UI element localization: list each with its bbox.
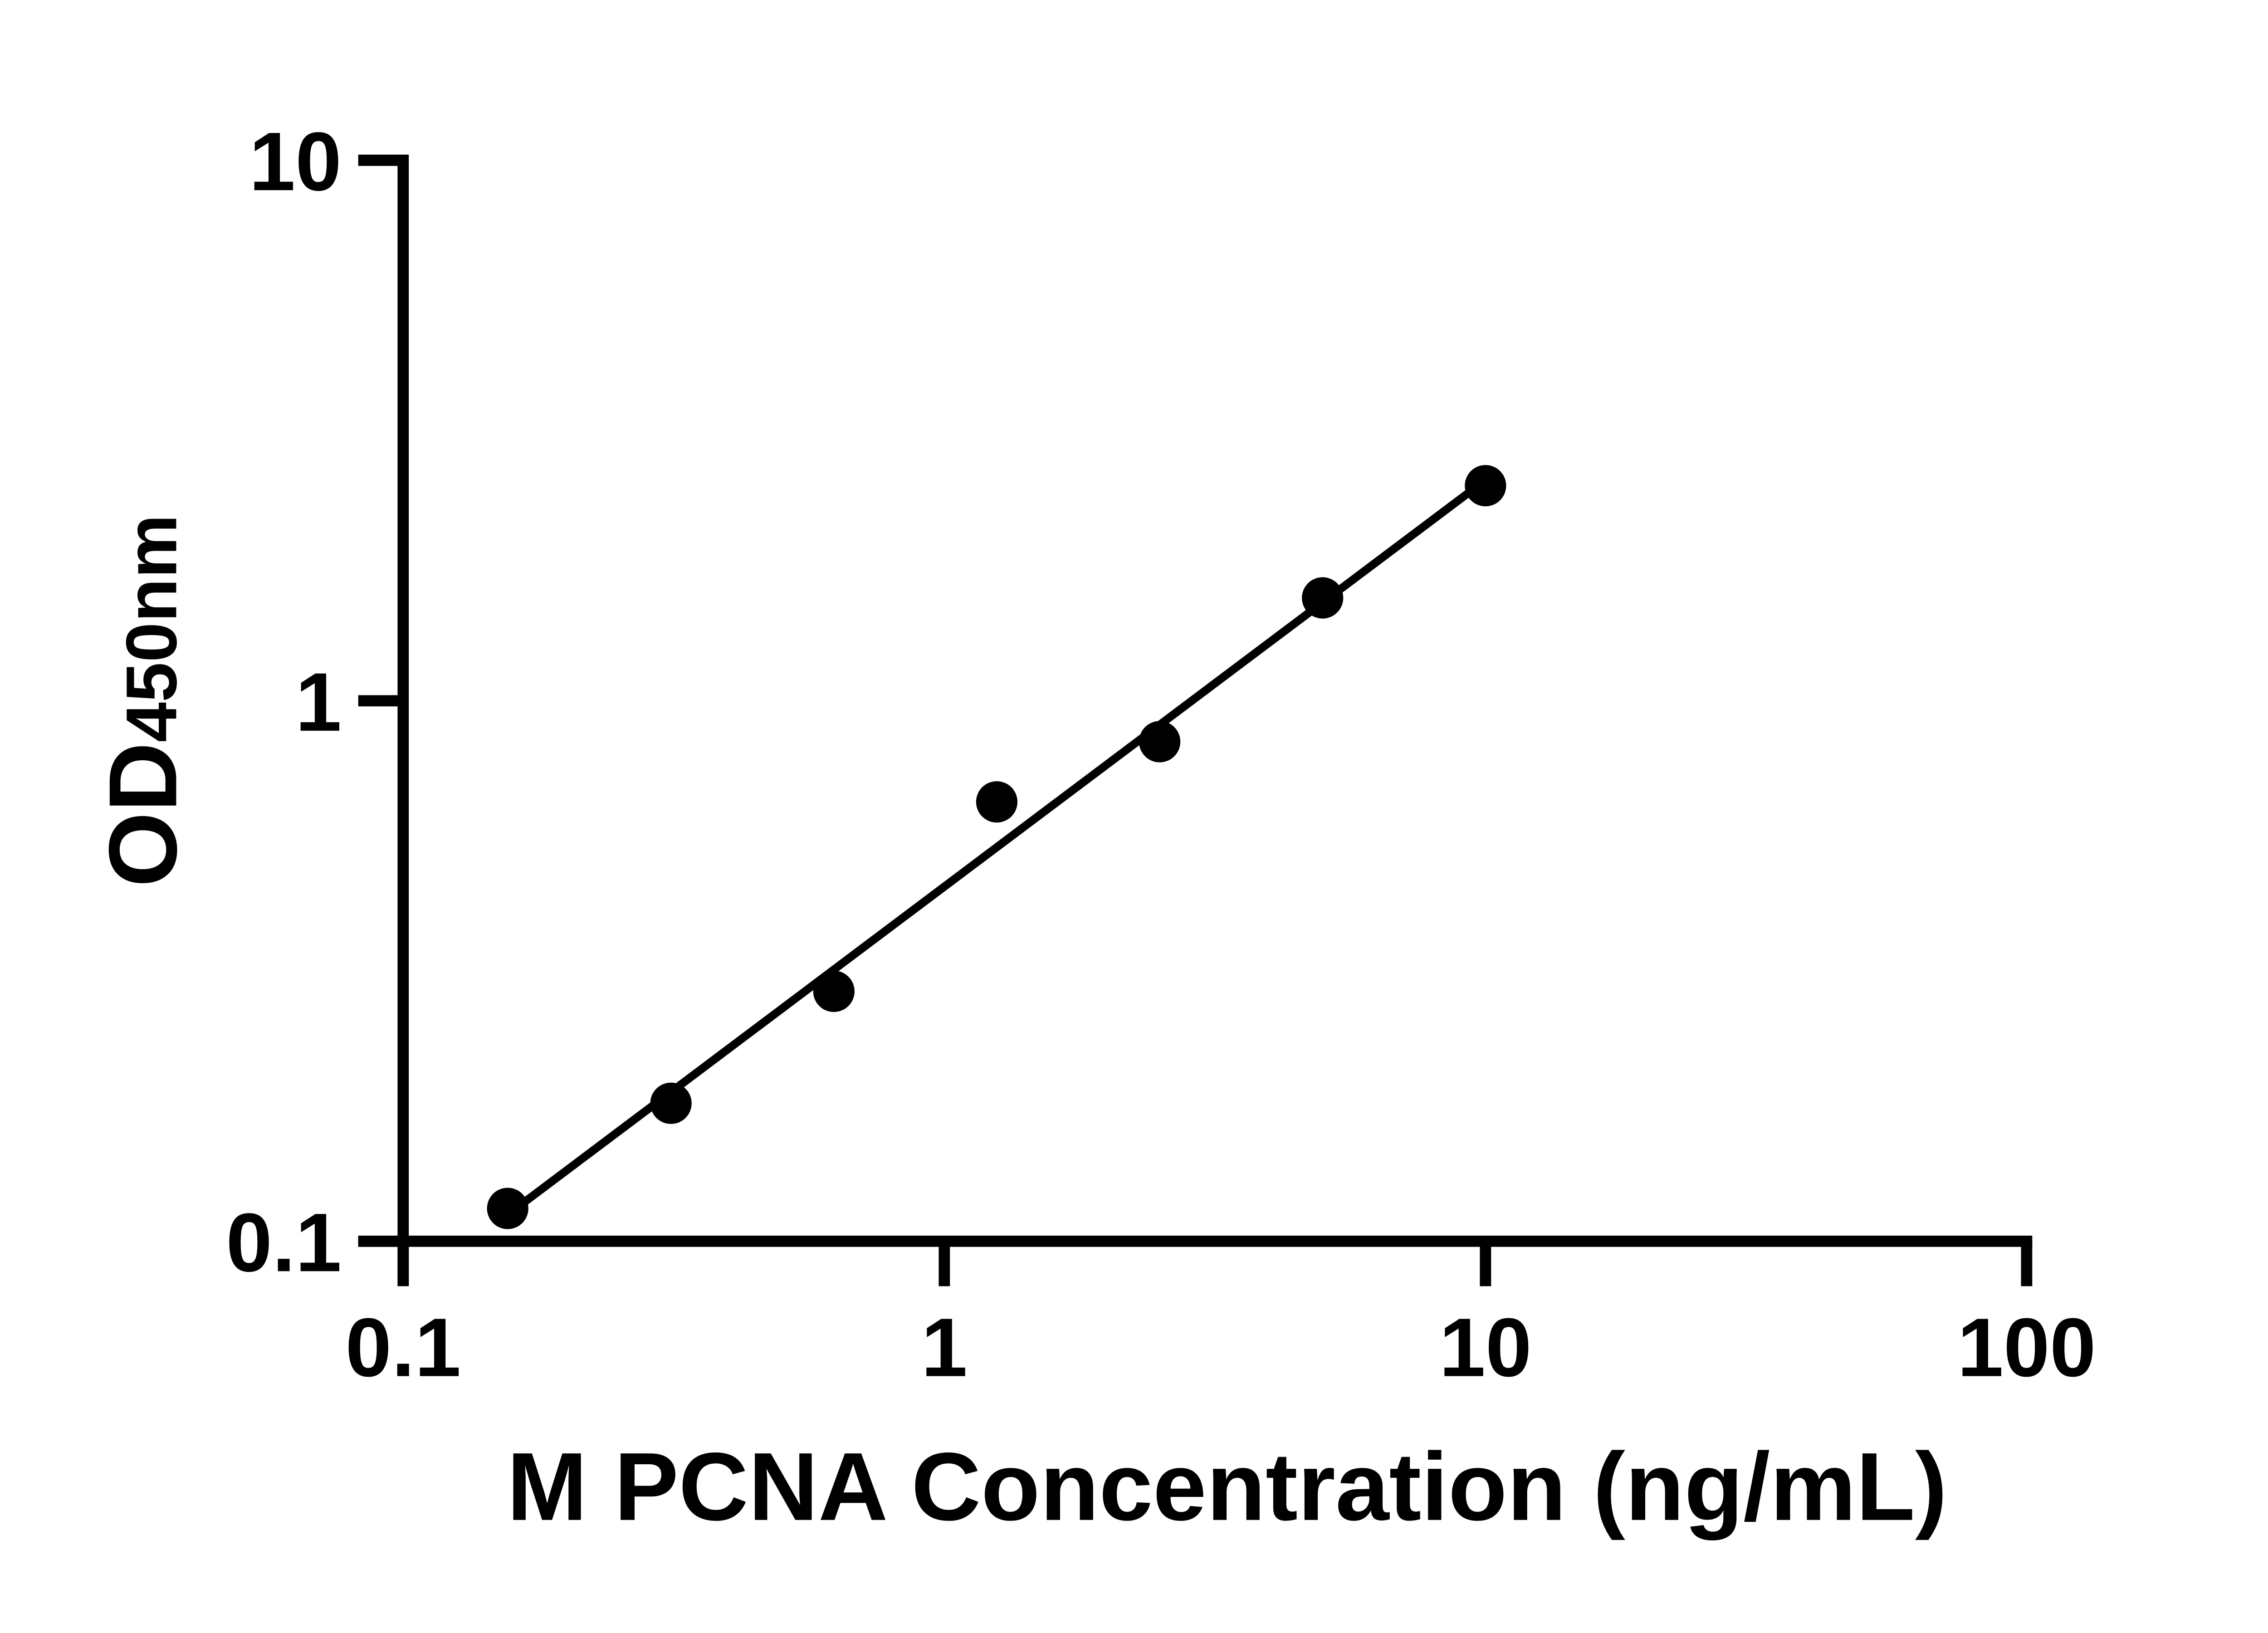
x-tick-label: 1 (921, 1301, 968, 1394)
data-point (1465, 465, 1506, 507)
data-point (487, 1188, 528, 1229)
x-tick-label: 0.1 (345, 1301, 461, 1394)
y-tick-label: 0.1 (226, 1196, 342, 1289)
axes-layer (358, 154, 2033, 1286)
x-tick-label: 100 (1957, 1301, 2096, 1394)
chart-background (0, 7, 2268, 1626)
x-axis-title: M PCNA Concentration (ng/mL) (507, 1433, 1947, 1541)
y-tick-label: 1 (295, 655, 342, 748)
data-point (976, 781, 1018, 823)
data-point (650, 1082, 692, 1124)
labels-layer: 0.1 1 10 100 0.1 1 10 M PCNA Concentration (ng/… (89, 115, 2096, 1540)
x-tick-label: 10 (1439, 1301, 1532, 1394)
data-point (813, 970, 855, 1012)
data-point (1302, 577, 1344, 619)
y-tick-label: 10 (249, 115, 342, 208)
y-axis-title: OD450nm (89, 514, 197, 887)
data-points-layer (487, 465, 1506, 1229)
data-point (1139, 721, 1181, 763)
